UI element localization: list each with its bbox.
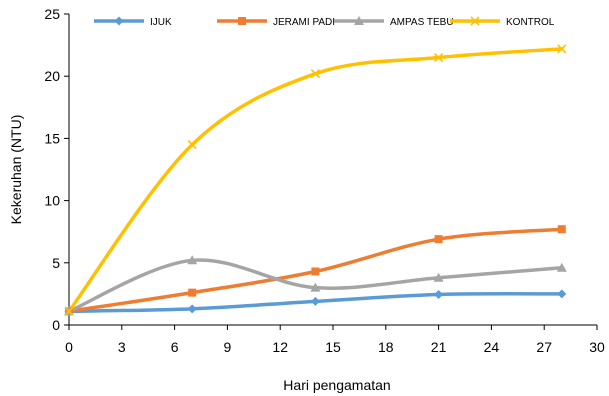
legend-marker: [238, 17, 246, 25]
x-tick-label: 21: [431, 339, 447, 355]
data-point-ijuk: [310, 296, 320, 306]
x-tick-label: 0: [65, 339, 73, 355]
x-axis-ticks: 0 3 6 9 12 15 18 21 24 27 30: [65, 325, 605, 355]
legend: IJUK JERAMI PADI AMPAS TEBU KONTROL: [94, 16, 555, 28]
y-tick-label: 20: [44, 68, 60, 84]
legend-marker: [114, 16, 124, 26]
y-axis-ticks: 0 5 10 15 20 25: [44, 6, 69, 333]
x-tick-label: 3: [118, 339, 126, 355]
data-point-ijuk: [187, 304, 197, 314]
data-point-jerami-padi: [434, 235, 443, 244]
x-tick-label: 9: [224, 339, 232, 355]
legend-item-jerami-padi: JERAMI PADI: [217, 17, 335, 28]
data-point-kontrol: [64, 306, 74, 316]
data-point-ampas-tebu: [310, 282, 321, 292]
legend-marker: [354, 16, 364, 25]
x-axis-title: Hari pengamatan: [283, 377, 390, 393]
data-point-ijuk: [434, 290, 444, 300]
x-tick-label: 6: [171, 339, 179, 355]
series-line-kontrol: [67, 47, 564, 314]
data-point-ijuk: [557, 289, 567, 299]
x-tick-label: 15: [325, 339, 341, 355]
x-tick-label: 12: [272, 339, 288, 355]
y-tick-label: 0: [52, 317, 60, 333]
data-point-kontrol: [310, 69, 320, 79]
plot-area: 0 5 10 15 20 25 0 3 6 9 12 15 18 21 24 27 30: [44, 6, 605, 355]
y-tick-label: 25: [44, 6, 60, 22]
legend-item-ampas-tebu: AMPAS TEBU: [334, 16, 454, 28]
data-point-kontrol: [434, 52, 444, 63]
data-point-jerami-padi: [188, 288, 197, 297]
y-tick-label: 5: [52, 255, 60, 271]
y-tick-label: 10: [44, 193, 60, 209]
legend-item-kontrol: KONTROL: [450, 16, 555, 28]
data-point-kontrol: [557, 44, 567, 54]
data-point-ampas-tebu: [556, 262, 567, 272]
x-tick-label: 18: [378, 339, 394, 355]
legend-label: JERAMI PADI: [273, 17, 335, 28]
data-point-kontrol: [187, 140, 197, 150]
data-point-jerami-padi: [557, 225, 566, 234]
x-tick-label: 30: [589, 339, 605, 355]
series-markers: [64, 44, 567, 316]
legend-label: IJUK: [150, 17, 172, 28]
data-point-ampas-tebu: [187, 255, 198, 265]
x-tick-label: 27: [536, 339, 552, 355]
legend-label: AMPAS TEBU: [390, 17, 454, 28]
legend-item-ijuk: IJUK: [94, 16, 172, 28]
data-point-ampas-tebu: [433, 272, 444, 282]
legend-label: KONTROL: [506, 17, 555, 28]
data-point-jerami-padi: [311, 267, 320, 276]
x-tick-label: 24: [484, 339, 500, 355]
legend-marker: [470, 16, 480, 26]
y-axis-title: Kekeruhan (NTU): [8, 115, 24, 225]
y-tick-label: 15: [44, 130, 60, 146]
